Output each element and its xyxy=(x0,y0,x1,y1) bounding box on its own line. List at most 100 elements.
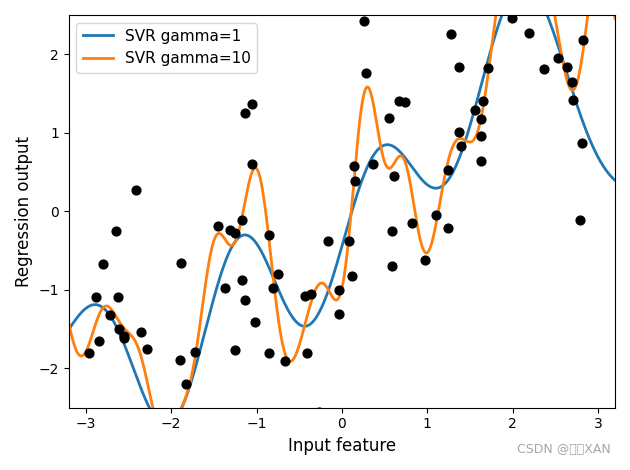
Point xyxy=(420,257,430,264)
Point xyxy=(241,109,251,117)
Point xyxy=(104,416,114,423)
Point xyxy=(577,140,587,147)
Point xyxy=(190,349,200,356)
Point xyxy=(567,78,577,86)
Point xyxy=(407,220,417,227)
Point xyxy=(176,259,186,267)
Point xyxy=(225,226,235,233)
Point xyxy=(347,272,357,279)
Point xyxy=(161,459,171,467)
Point xyxy=(214,222,224,229)
Point xyxy=(454,63,464,71)
Point xyxy=(394,97,404,104)
Point xyxy=(265,231,275,239)
Point xyxy=(335,311,345,318)
Point xyxy=(181,380,192,388)
Point xyxy=(384,114,394,122)
SVR gamma=10 xyxy=(121,326,129,332)
Point xyxy=(562,63,572,71)
Line: SVR gamma=10: SVR gamma=10 xyxy=(69,0,615,433)
Point xyxy=(302,349,312,356)
SVR gamma=10 xyxy=(440,175,448,181)
Point xyxy=(268,284,278,291)
Point xyxy=(273,270,283,278)
Point xyxy=(220,284,230,292)
Point xyxy=(248,100,258,108)
Point xyxy=(476,116,486,123)
Point xyxy=(495,0,505,1)
SVR gamma=1 xyxy=(611,178,619,183)
Point xyxy=(389,172,399,180)
Point xyxy=(348,162,358,170)
Point xyxy=(110,227,120,235)
Point xyxy=(114,326,124,333)
SVR gamma=1 xyxy=(440,181,448,187)
Point xyxy=(174,427,184,434)
Point xyxy=(126,451,136,458)
Point xyxy=(231,229,241,237)
SVR gamma=10 xyxy=(306,303,314,309)
Point xyxy=(314,408,324,415)
SVR gamma=10 xyxy=(611,16,619,21)
Point xyxy=(483,64,493,72)
Text: CSDN @仙魎XAN: CSDN @仙魎XAN xyxy=(517,443,611,456)
Point xyxy=(240,296,250,304)
Point xyxy=(507,15,517,22)
Point xyxy=(118,334,129,341)
SVR gamma=10 xyxy=(287,359,294,364)
Point xyxy=(237,216,247,224)
Point xyxy=(431,211,441,219)
Point xyxy=(524,29,534,37)
Point xyxy=(455,142,466,150)
Point xyxy=(446,30,456,38)
SVR gamma=10 xyxy=(491,17,499,23)
Point xyxy=(539,65,549,72)
Point xyxy=(152,412,163,419)
Point xyxy=(248,160,258,167)
Point xyxy=(553,54,563,62)
Point xyxy=(334,286,344,294)
Point xyxy=(344,238,354,245)
Point xyxy=(91,293,101,301)
Point xyxy=(131,186,141,193)
SVR gamma=1 xyxy=(163,423,170,428)
Point xyxy=(143,415,153,423)
Point xyxy=(237,276,247,284)
Point xyxy=(263,349,273,356)
Point xyxy=(476,157,486,164)
Point xyxy=(454,128,464,136)
SVR gamma=10 xyxy=(65,320,72,326)
Legend: SVR gamma=1, SVR gamma=10: SVR gamma=1, SVR gamma=10 xyxy=(76,23,257,72)
Point xyxy=(568,96,578,103)
Point xyxy=(119,332,129,340)
Point xyxy=(358,18,369,25)
Point xyxy=(142,345,152,352)
Point xyxy=(476,133,486,140)
Point xyxy=(478,98,488,105)
Point xyxy=(471,106,481,113)
Point xyxy=(387,262,398,270)
Point xyxy=(443,166,453,174)
Point xyxy=(161,414,171,422)
Point xyxy=(575,216,585,224)
Point xyxy=(136,329,146,336)
SVR gamma=1 xyxy=(121,342,129,348)
Point xyxy=(250,319,260,326)
Point xyxy=(300,292,310,300)
Point xyxy=(98,260,108,267)
X-axis label: Input feature: Input feature xyxy=(288,437,396,455)
Point xyxy=(105,312,115,319)
Y-axis label: Regression output: Regression output xyxy=(15,136,33,287)
Point xyxy=(280,357,290,365)
Point xyxy=(444,224,454,232)
Point xyxy=(94,337,104,345)
SVR gamma=1 xyxy=(491,32,499,38)
Point xyxy=(400,98,410,106)
Point xyxy=(175,357,185,364)
Point xyxy=(140,461,150,468)
Point xyxy=(578,36,588,43)
Point xyxy=(323,237,333,244)
Point xyxy=(230,346,240,353)
Point xyxy=(84,349,94,357)
Point xyxy=(113,294,123,301)
